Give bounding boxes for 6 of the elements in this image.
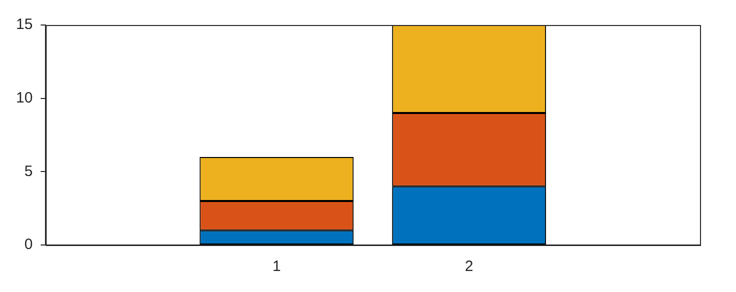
- y-tick-label: 0: [24, 236, 33, 254]
- x-tick-label: 1: [272, 258, 281, 276]
- x-tick-label: 2: [464, 258, 474, 276]
- y-tick-label: 5: [24, 162, 33, 180]
- y-tick-label: 15: [16, 16, 33, 34]
- y-tick-label: 10: [16, 89, 33, 106]
